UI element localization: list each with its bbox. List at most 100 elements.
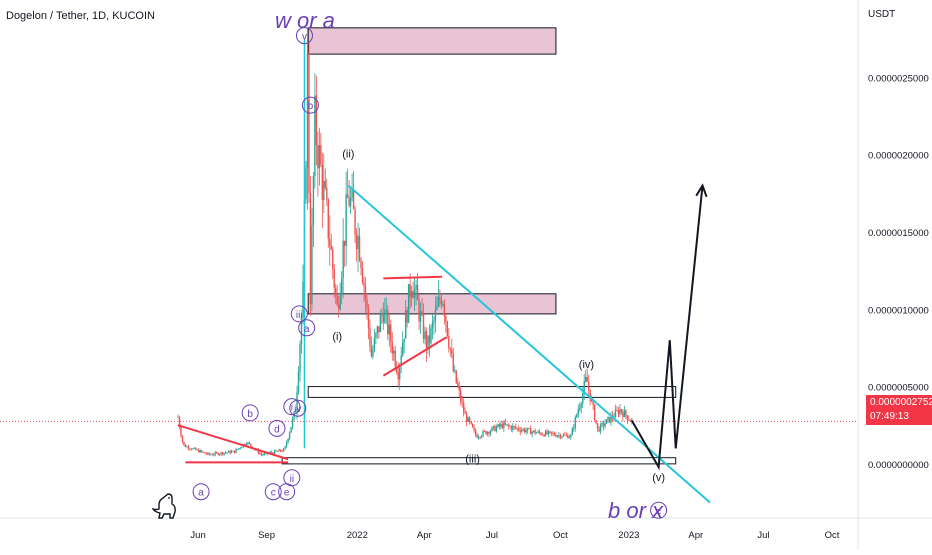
candle-body — [512, 426, 514, 430]
candle-body — [556, 435, 559, 437]
candle-body — [607, 417, 609, 420]
candle-body — [479, 437, 481, 438]
wave-label-iv: (iv) — [579, 359, 594, 371]
candle-body — [379, 315, 382, 332]
wave-circle-d-ring — [268, 419, 286, 437]
candle-body — [180, 427, 182, 436]
candle-body — [501, 424, 504, 429]
candle-body — [367, 307, 370, 328]
candle-body — [528, 428, 530, 429]
wave-circle-e-ring — [278, 483, 296, 501]
candle-body — [586, 377, 588, 383]
wave-circle-ii: ii — [290, 474, 294, 485]
candle-body — [285, 442, 288, 447]
candle-body — [333, 268, 335, 288]
candle-body — [346, 194, 349, 198]
candle-body — [558, 434, 560, 436]
wave-circle-a-low-ring — [192, 483, 210, 501]
candle-body — [489, 431, 492, 434]
candle-body — [547, 431, 550, 434]
candle-body — [195, 447, 197, 450]
candle-body — [357, 235, 359, 250]
candle-body — [235, 449, 237, 453]
candle-body — [427, 335, 429, 350]
candle-body — [476, 434, 478, 438]
candle-body — [326, 187, 328, 200]
candle-body — [400, 355, 402, 366]
candle-body — [363, 282, 365, 287]
candle-body — [531, 431, 533, 435]
projection-path — [630, 185, 704, 471]
candle-body — [348, 197, 350, 206]
candle-body — [260, 453, 263, 455]
candle-body — [214, 452, 216, 455]
candle-body — [309, 193, 312, 305]
y-tick-label: 0.0000020000 — [868, 151, 929, 162]
candle-body — [385, 309, 388, 311]
candle-body — [223, 452, 225, 455]
symbol-title: Dogelon / Tether, 1D, KUCOIN — [6, 10, 155, 22]
candle-body — [233, 450, 236, 453]
candle-body — [544, 431, 547, 437]
candle-body — [625, 410, 627, 416]
wave-circle-i: i — [291, 403, 293, 414]
candle-body — [452, 354, 454, 372]
candle-body — [504, 422, 507, 425]
candle-body — [468, 417, 471, 422]
candle-body — [407, 284, 410, 323]
candle-body — [494, 425, 496, 432]
candle-body — [401, 342, 404, 356]
candle-body — [238, 448, 240, 450]
candle-body — [208, 452, 210, 455]
candle-body — [433, 320, 435, 323]
candle-body — [183, 441, 185, 446]
candle-body — [482, 431, 484, 436]
candle-body — [221, 452, 224, 455]
zone-box — [307, 386, 677, 398]
candle-body — [336, 293, 338, 305]
candle-body — [224, 452, 227, 454]
candle-body — [532, 430, 535, 432]
candle-body — [373, 338, 376, 350]
candle-body — [457, 382, 459, 387]
projection-arrowhead — [695, 183, 708, 198]
candle-body — [196, 449, 199, 451]
candle-body — [568, 437, 571, 439]
candle-body — [614, 409, 617, 418]
tradingview-dino-icon[interactable] — [152, 492, 178, 520]
candle-body — [491, 427, 493, 432]
candle-body — [241, 446, 243, 448]
candle-body — [616, 409, 618, 411]
candle-body — [247, 442, 249, 445]
candle-body — [422, 312, 425, 340]
y-tick-label: 0.0000010000 — [868, 305, 929, 316]
candle-body — [425, 331, 428, 350]
candle-body — [330, 245, 332, 250]
candle-body — [399, 365, 401, 380]
candle-body — [455, 370, 457, 383]
candle-body — [617, 410, 620, 415]
wave-circle-c-low: c — [271, 488, 276, 499]
wave-label-v: (v) — [652, 472, 665, 484]
candle-body — [500, 424, 502, 427]
candle-body — [538, 431, 541, 433]
candles-group — [177, 28, 633, 457]
candle-body — [335, 287, 337, 294]
candle-body — [177, 417, 179, 419]
candle-body — [503, 422, 505, 429]
y-tick-label: 0.0000005000 — [868, 383, 929, 394]
candle-body — [315, 95, 318, 146]
candle-body — [245, 444, 248, 445]
candle-body — [619, 409, 621, 415]
wave-circle-e: e — [284, 488, 290, 499]
candle-body — [483, 431, 486, 432]
candle-body — [439, 296, 441, 301]
candle-body — [178, 417, 181, 428]
wave-label-ii: (ii) — [342, 149, 354, 161]
candle-body — [443, 303, 446, 317]
candle-body — [553, 433, 556, 436]
candle-body — [585, 377, 587, 381]
candle-body — [198, 449, 200, 453]
